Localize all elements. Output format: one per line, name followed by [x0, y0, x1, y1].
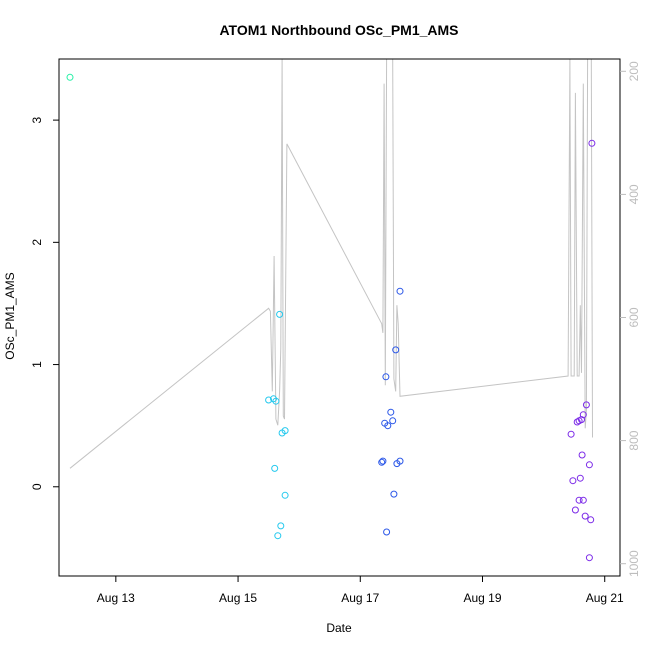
data-point: [277, 522, 285, 530]
data-point: [582, 401, 590, 409]
data-point: [575, 496, 583, 504]
data-point: [379, 457, 387, 465]
data-point: [579, 411, 587, 419]
data-point: [579, 496, 587, 504]
y2-tick-label: 400: [627, 184, 641, 204]
data-point: [569, 477, 577, 485]
x-tick-label: Aug 21: [586, 591, 624, 605]
data-point: [382, 373, 390, 381]
y2-tick-label: 200: [627, 61, 641, 81]
data-point: [585, 461, 593, 469]
y2-tick-label: 1000: [627, 550, 641, 577]
y-tick-label: 2: [30, 239, 44, 246]
data-point: [571, 506, 579, 514]
y-tick-label: 3: [30, 116, 44, 123]
x-tick-label: Aug 13: [97, 591, 135, 605]
data-point: [587, 516, 595, 524]
data-point: [271, 464, 279, 472]
data-point: [274, 532, 282, 540]
data-point: [390, 490, 398, 498]
data-point: [392, 346, 400, 354]
data-point: [66, 73, 74, 81]
data-point: [578, 451, 586, 459]
y-tick-label: 0: [30, 483, 44, 490]
data-point: [588, 139, 596, 147]
data-point: [281, 427, 289, 435]
plot-frame: [58, 58, 621, 577]
x-tick-label: Aug 17: [341, 591, 379, 605]
y2-tick-label: 800: [627, 430, 641, 450]
data-point: [281, 491, 289, 499]
chart-title: ATOM1 Northbound OSc_PM1_AMS: [219, 22, 458, 38]
data-point: [384, 422, 392, 430]
data-point: [265, 396, 273, 404]
x-axis-label: Date: [326, 621, 352, 635]
data-point: [396, 457, 404, 465]
data-point: [585, 554, 593, 562]
data-point: [383, 528, 391, 536]
x-tick-label: Aug 15: [219, 591, 257, 605]
y2-tick-label: 600: [627, 307, 641, 327]
data-point: [272, 397, 280, 405]
data-point: [581, 512, 589, 520]
data-point: [276, 310, 284, 318]
data-point: [567, 430, 575, 438]
x-tick-label: Aug 19: [463, 591, 501, 605]
y-tick-label: 1: [30, 361, 44, 368]
y-axis-label: OSc_PM1_AMS: [3, 272, 17, 359]
data-point: [396, 287, 404, 295]
series-line: [69, 59, 593, 469]
data-point: [389, 417, 397, 425]
data-point: [387, 408, 395, 416]
data-point: [378, 458, 386, 466]
data-point: [578, 416, 585, 424]
data-point: [576, 474, 584, 482]
data-point: [270, 395, 277, 403]
